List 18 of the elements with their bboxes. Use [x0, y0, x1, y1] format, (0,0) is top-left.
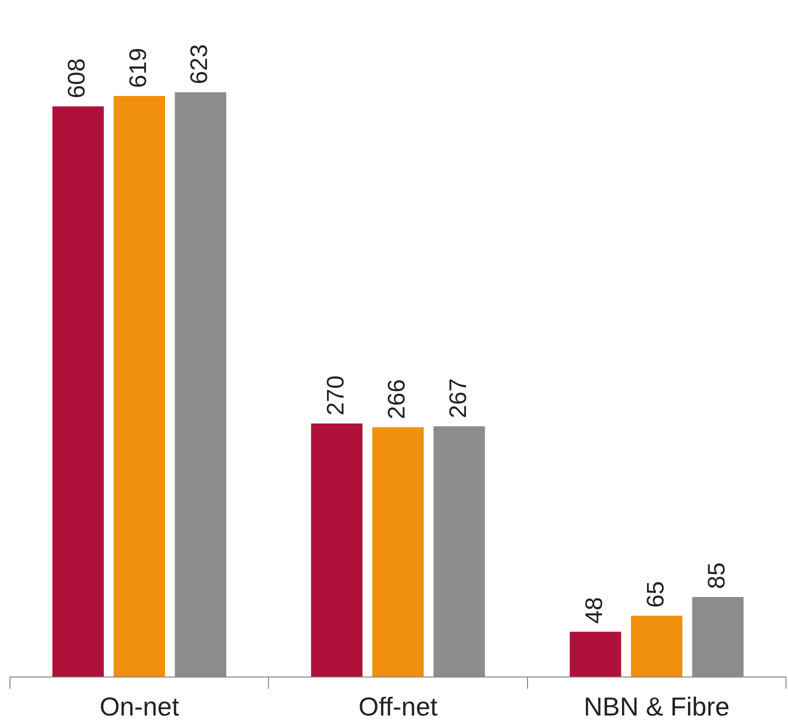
- data-label: 608: [64, 58, 91, 98]
- bar: [372, 427, 424, 677]
- data-label: 267: [444, 378, 472, 418]
- data-label: 270: [322, 375, 350, 416]
- bar: [114, 96, 166, 677]
- x-tick-label: On-net: [100, 692, 180, 722]
- data-label: 65: [642, 581, 670, 608]
- bar: [630, 616, 682, 677]
- bar: [311, 423, 362, 677]
- bar: [570, 632, 622, 677]
- bar: [52, 106, 104, 677]
- data-label: 619: [124, 48, 152, 88]
- x-tick-label: NBN & Fibre: [584, 692, 730, 722]
- data-label: 266: [384, 379, 411, 420]
- data-label: 85: [704, 562, 731, 590]
- data-label: 623: [186, 44, 214, 84]
- x-tick-label: Off-net: [358, 692, 438, 722]
- data-label: 48: [581, 597, 608, 624]
